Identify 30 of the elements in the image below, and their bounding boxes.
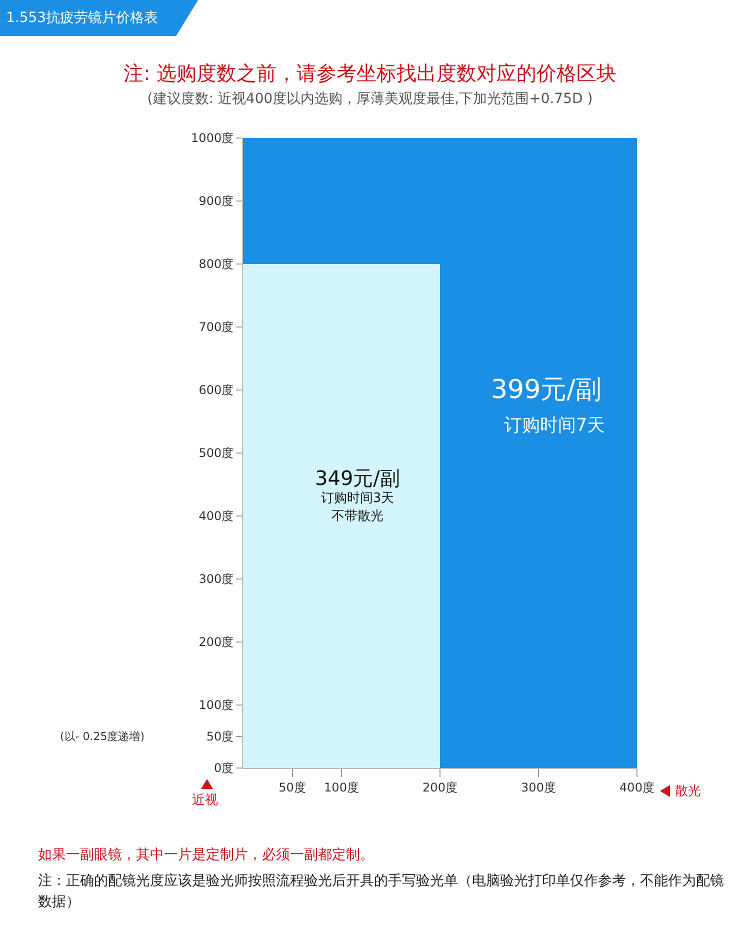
- y-axis-title: 近视: [192, 792, 218, 809]
- text: 注：正确的配镜光度应该是验光师按照流程验光后开具的手写验光单（电脑验光打印单仅作参考，不能作为配镜数据）: [38, 872, 725, 912]
- y-tick-label: 0度: [214, 761, 234, 776]
- annotation: 订购时间3天: [320, 490, 396, 507]
- text: 1.553抗疲劳镜片价格表: [0, 0, 198, 36]
- y-tick-label: 200度: [198, 635, 234, 650]
- x-tick-label: 100度: [324, 780, 359, 794]
- annotation: 订购时间7天: [502, 414, 606, 437]
- y-tick-label: 300度: [198, 572, 234, 586]
- y-tick-label: 50度: [206, 730, 234, 744]
- annotation: 不带散光: [330, 508, 384, 525]
- y-tick-label: 700度: [198, 320, 234, 334]
- y-tick-label: 800度: [198, 257, 234, 272]
- x-tick-label: 300度: [521, 780, 556, 794]
- x-tick-label: 50度: [278, 780, 306, 794]
- text: 如果一副眼镜，其中一片是定制片，必须一副都定制。: [38, 846, 375, 864]
- y-tick-label: 900度: [198, 194, 234, 208]
- text: (以- 0.25度递增): [60, 729, 145, 744]
- y-tick-label: 400度: [198, 509, 234, 524]
- x-axis-title: 散光: [675, 783, 701, 800]
- x-tick-label: 200度: [422, 780, 458, 794]
- y-tick-label: 600度: [198, 383, 234, 398]
- text: (建议度数: 近视400度以内选购，厚薄美观度最佳,下加光范围+0.75D ): [146, 90, 594, 108]
- chart-subtitle: 注: 选购度数之前，请参考坐标找出度数对应的价格区块: [122, 60, 618, 87]
- x-tick-label: 400度: [620, 780, 654, 794]
- series-label: 399元/副: [491, 375, 602, 405]
- series-label: 349元/副: [315, 466, 400, 490]
- y-tick-label: 1000度: [191, 131, 234, 146]
- y-tick-label: 500度: [198, 446, 234, 460]
- y-tick-label: 100度: [198, 698, 234, 712]
